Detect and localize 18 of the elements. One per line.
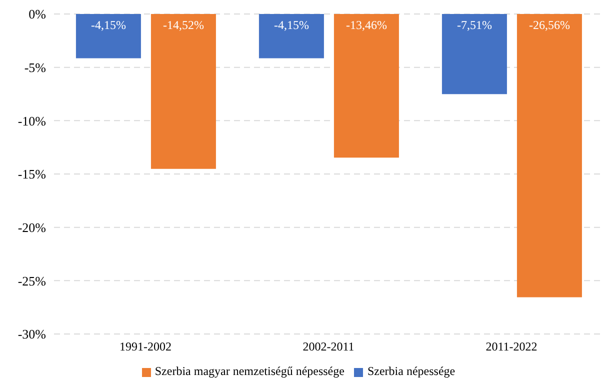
x-tick-label: 2002-2011	[302, 340, 354, 354]
y-tick-label: -10%	[18, 113, 46, 128]
y-tick-label: -25%	[18, 273, 46, 288]
legend-label: Szerbia népessége	[367, 364, 456, 378]
x-tick-label: 2011-2022	[486, 340, 538, 354]
data-label: -14,52%	[162, 18, 204, 32]
y-tick-label: -5%	[24, 60, 46, 75]
legend-label: Szerbia magyar nemzetiségű népessége	[154, 364, 344, 378]
y-tick-label: -30%	[18, 326, 46, 342]
data-label: -7,51%	[456, 18, 492, 32]
x-tick-label: 1991-2002	[120, 340, 172, 354]
y-tick-label: 0%	[28, 6, 46, 22]
y-tick-label: -20%	[18, 220, 46, 235]
data-label: -13,46%	[346, 18, 387, 32]
data-label: -4,15%	[274, 18, 309, 32]
y-tick-label: -15%	[18, 166, 46, 182]
data-label: -26,56%	[528, 18, 570, 32]
data-label: -4,15%	[90, 18, 126, 32]
